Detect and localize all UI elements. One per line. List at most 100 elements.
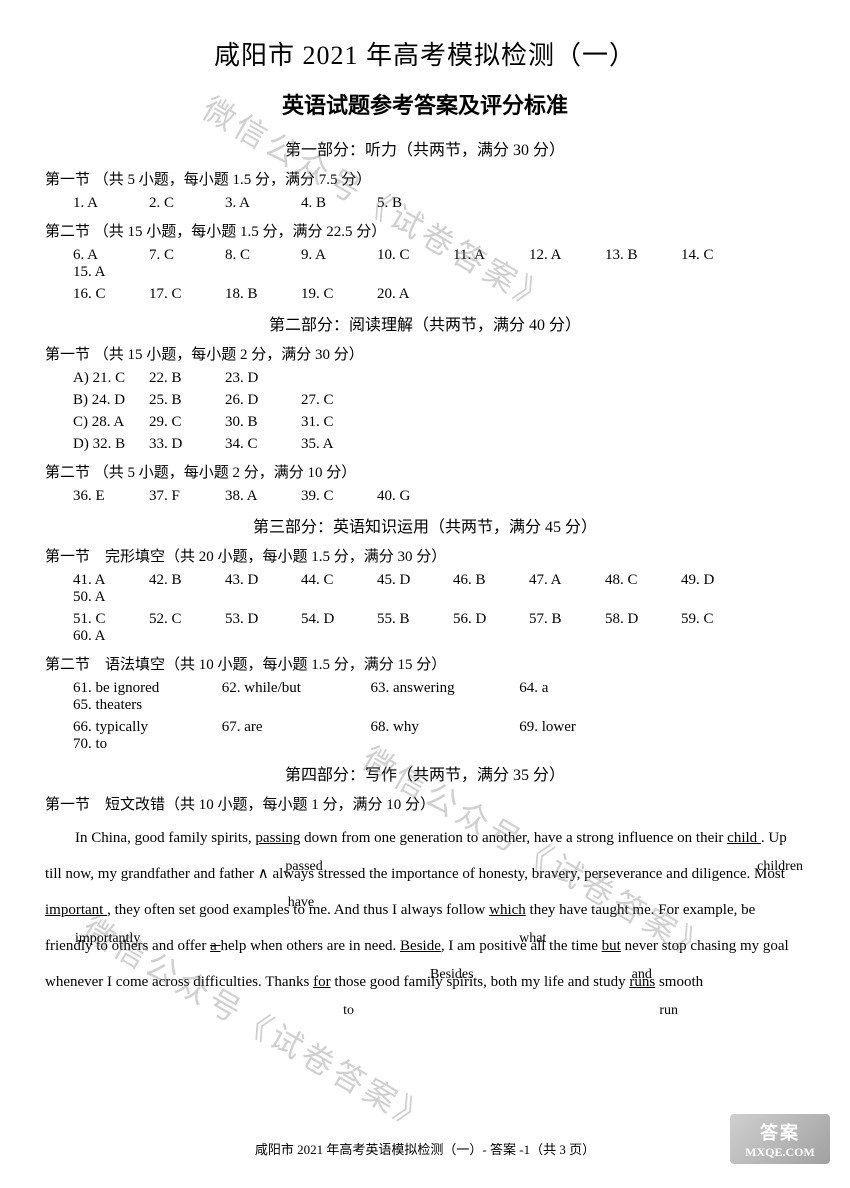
answer: 44. C [301, 572, 377, 589]
correction: passingpassed [255, 830, 300, 846]
answer: 8. C [225, 247, 301, 264]
answer: 53. D [225, 611, 301, 628]
answer-row: A) 21. C 22. B 23. D [45, 370, 805, 387]
answer-row: 51. C 52. C 53. D 54. D 55. B 56. D 57. … [45, 611, 805, 645]
answer: 49. D [681, 572, 757, 589]
page-footer: 咸阳市 2021 年高考英语模拟检测（一）- 答案 -1（共 3 页） [0, 1139, 850, 1158]
answer-row: 61. be ignored 62. while/but 63. answeri… [45, 680, 805, 714]
answer: 25. B [149, 392, 225, 409]
answer: 19. C [301, 286, 377, 303]
answer: D) 32. B [73, 436, 149, 453]
correction: butand [602, 938, 621, 954]
answer: 68. why [371, 719, 516, 736]
answer: 61. be ignored [73, 680, 218, 697]
answer: 23. D [225, 370, 301, 387]
essay-text: down from one generation to another, hav… [300, 830, 727, 846]
answer-row: 6. A 7. C 8. C 9. A 10. C 11. A 12. A 13… [45, 247, 805, 281]
correction-strike: a [210, 938, 220, 954]
essay-text: smooth [655, 974, 703, 990]
answer: 60. A [73, 628, 149, 645]
answer: 57. B [529, 611, 605, 628]
part3-sec1-label: 第一节 完形填空（共 20 小题，每小题 1.5 分，满分 30 分） [45, 545, 805, 566]
answer: 31. C [301, 414, 377, 431]
sub-title: 英语试题参考答案及评分标准 [45, 88, 805, 120]
answer: 46. B [453, 572, 529, 589]
answer-row: 36. E 37. F 38. A 39. C 40. G [45, 488, 805, 505]
essay-text: those good family spirits, both my life … [331, 974, 630, 990]
answer: 66. typically [73, 719, 218, 736]
part4-sec1-label: 第一节 短文改错（共 10 小题，每小题 1 分，满分 10 分） [45, 793, 805, 814]
part4-title: 第四部分：写作（共两节，满分 35 分） [45, 761, 805, 785]
answer-row: 41. A 42. B 43. D 44. C 45. D 46. B 47. … [45, 572, 805, 606]
answer: 41. A [73, 572, 149, 589]
answer: 35. A [301, 436, 377, 453]
answer: 56. D [453, 611, 529, 628]
answer: 42. B [149, 572, 225, 589]
answer: B) 24. D [73, 392, 149, 409]
answer: 7. C [149, 247, 225, 264]
correction: BesideBesides [400, 938, 441, 954]
answer: 51. C [73, 611, 149, 628]
part2-sec2-label: 第二节 （共 5 小题，每小题 2 分，满分 10 分） [45, 461, 805, 482]
answer: 9. A [301, 247, 377, 264]
part2-title: 第二部分：阅读理解（共两节，满分 40 分） [45, 311, 805, 335]
answer: 6. A [73, 247, 149, 264]
answer: 36. E [73, 488, 149, 505]
answer: 65. theaters [73, 697, 218, 714]
part3-title: 第三部分：英语知识运用（共两节，满分 45 分） [45, 513, 805, 537]
answer: 43. D [225, 572, 301, 589]
answer: 47. A [529, 572, 605, 589]
answer: 3. A [225, 195, 301, 212]
answer-row: B) 24. D 25. B 26. D 27. C [45, 392, 805, 409]
site-logo: 答案 MXQE.COM [730, 1114, 830, 1164]
correction: whichwhat [489, 902, 526, 918]
answer: 22. B [149, 370, 225, 387]
answer: 55. B [377, 611, 453, 628]
part1-title: 第一部分：听力（共两节，满分 30 分） [45, 136, 805, 160]
answer-row: 66. typically 67. are 68. why 69. lower … [45, 719, 805, 753]
answer: 13. B [605, 247, 681, 264]
essay-body: In China, good family spirits, passingpa… [45, 820, 805, 1000]
answer: 50. A [73, 589, 149, 606]
answer: 39. C [301, 488, 377, 505]
logo-text-top: 答案 [760, 1119, 800, 1145]
part3-sec2-label: 第二节 语法填空（共 10 小题，每小题 1.5 分，满分 15 分） [45, 653, 805, 674]
correction: child children [727, 830, 761, 846]
correction: important importantly [45, 902, 107, 918]
part2-sec1-label: 第一节 （共 15 小题，每小题 2 分，满分 30 分） [45, 343, 805, 364]
answer: 20. A [377, 286, 453, 303]
answer: 15. A [73, 264, 149, 281]
answer: 62. while/but [222, 680, 367, 697]
answer: 69. lower [519, 719, 664, 736]
answer: 2. C [149, 195, 225, 212]
answer: 17. C [149, 286, 225, 303]
answer: 48. C [605, 572, 681, 589]
answer: 12. A [529, 247, 605, 264]
part1-sec2-label: 第二节 （共 15 小题，每小题 1.5 分，满分 22.5 分） [45, 220, 805, 241]
answer-row: 1. A 2. C 3. A 4. B 5. B [45, 195, 805, 212]
answer: 63. answering [371, 680, 516, 697]
answer-row: 16. C 17. C 18. B 19. C 20. A [45, 286, 805, 303]
answer: 4. B [301, 195, 377, 212]
answer: A) 21. C [73, 370, 149, 387]
answer: 45. D [377, 572, 453, 589]
answer: 54. D [301, 611, 377, 628]
answer: 29. C [149, 414, 225, 431]
answer: 30. B [225, 414, 301, 431]
answer: 37. F [149, 488, 225, 505]
main-title: 咸阳市 2021 年高考模拟检测（一） [45, 35, 805, 72]
answer: 16. C [73, 286, 149, 303]
answer: 27. C [301, 392, 377, 409]
answer-row: D) 32. B 33. D 34. C 35. A [45, 436, 805, 453]
answer: 67. are [222, 719, 367, 736]
correction: forto [313, 974, 331, 990]
part1-sec1-label: 第一节 （共 5 小题，每小题 1.5 分，满分 7.5 分） [45, 168, 805, 189]
answer: 38. A [225, 488, 301, 505]
insert-mark: ∧have [258, 866, 269, 882]
answer: C) 28. A [73, 414, 149, 431]
essay-text: always stressed the importance of honest… [269, 866, 785, 882]
answer: 33. D [149, 436, 225, 453]
answer: 40. G [377, 488, 453, 505]
answer: 10. C [377, 247, 453, 264]
answer: 64. a [519, 680, 664, 697]
